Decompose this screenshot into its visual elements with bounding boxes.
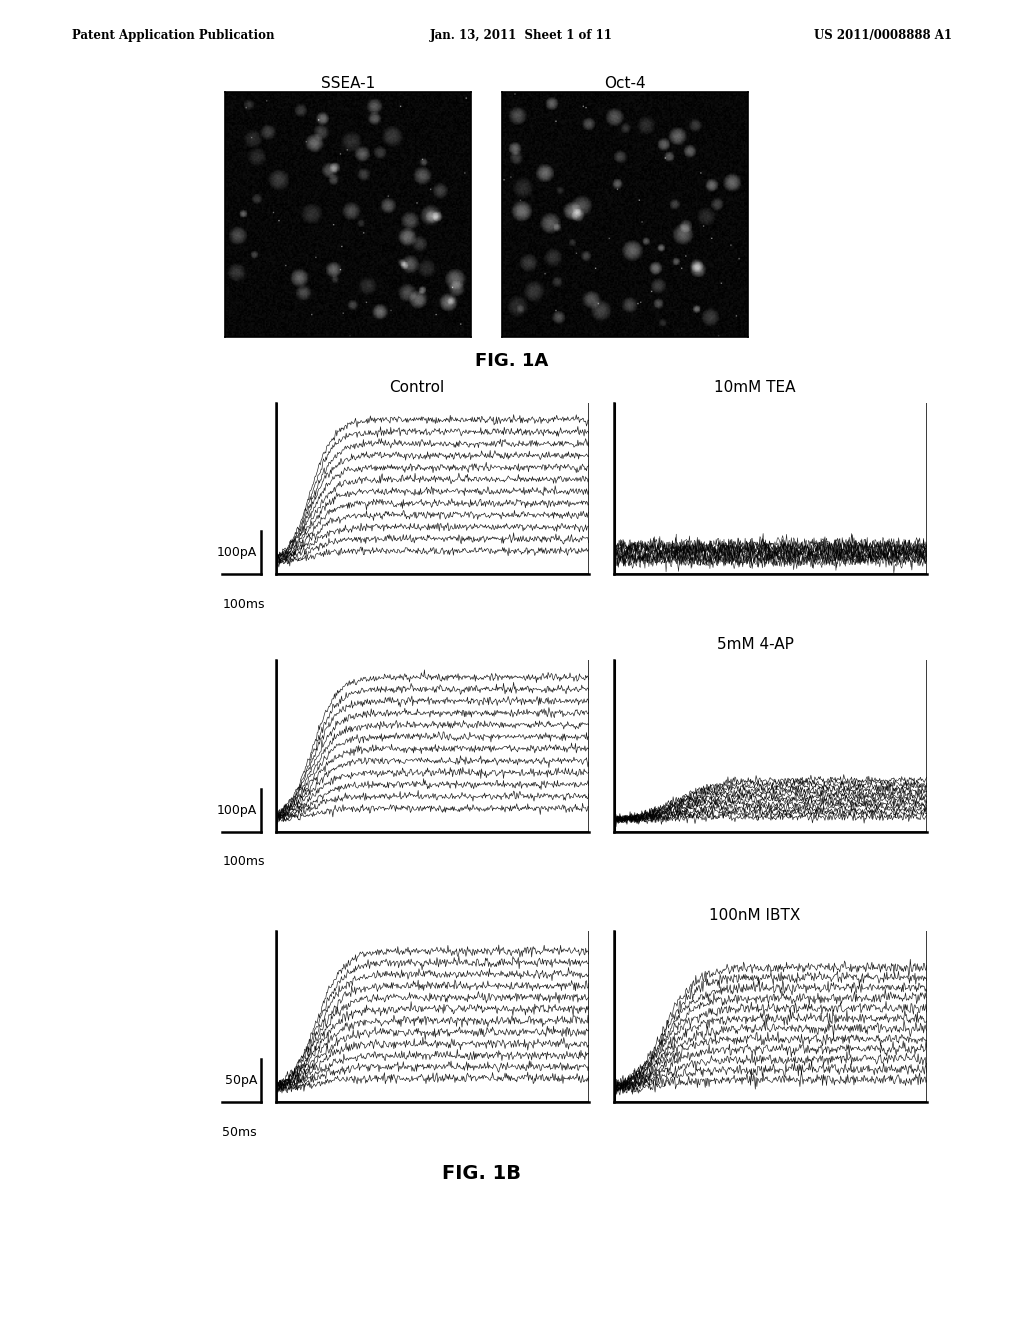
Text: 100nM IBTX: 100nM IBTX [710, 908, 801, 923]
Title: SSEA-1: SSEA-1 [322, 77, 375, 91]
Text: 50pA: 50pA [225, 1074, 257, 1088]
Text: FIG. 1A: FIG. 1A [475, 352, 549, 371]
Text: 100pA: 100pA [217, 804, 257, 817]
Text: FIG. 1B: FIG. 1B [441, 1164, 521, 1183]
Text: 100ms: 100ms [222, 855, 265, 869]
Text: 50ms: 50ms [222, 1126, 257, 1139]
Text: Jan. 13, 2011  Sheet 1 of 11: Jan. 13, 2011 Sheet 1 of 11 [430, 29, 613, 42]
Text: 10mM TEA: 10mM TEA [714, 380, 796, 395]
Title: Oct-4: Oct-4 [604, 77, 645, 91]
Text: Patent Application Publication: Patent Application Publication [72, 29, 274, 42]
Text: 100ms: 100ms [222, 598, 265, 611]
Text: 100pA: 100pA [217, 546, 257, 560]
Text: 5mM 4-AP: 5mM 4-AP [717, 638, 794, 652]
Text: Control: Control [389, 380, 444, 395]
Text: US 2011/0008888 A1: US 2011/0008888 A1 [814, 29, 952, 42]
